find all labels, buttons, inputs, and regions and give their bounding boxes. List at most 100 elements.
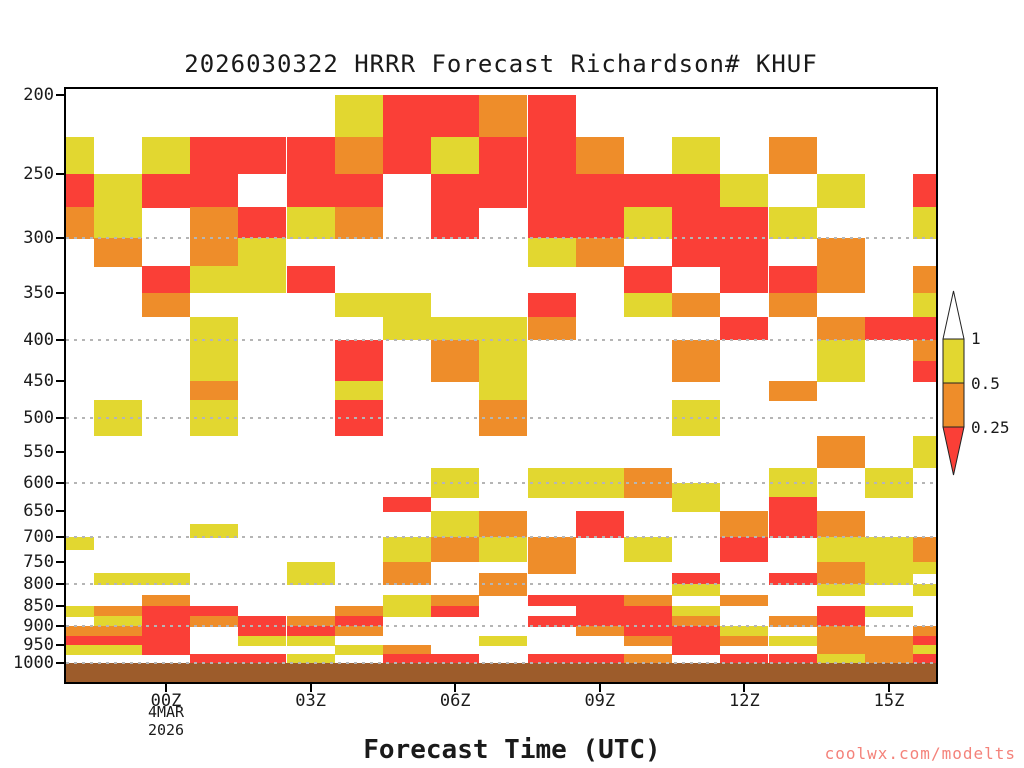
heatmap-cell — [864, 635, 914, 646]
heatmap-cell — [66, 537, 94, 551]
y-axis-label-350: 350 — [23, 282, 54, 303]
heatmap-cell — [864, 537, 914, 551]
heatmap-cell — [66, 173, 94, 208]
y-axis-label-600: 600 — [23, 472, 54, 493]
heatmap-cell — [816, 339, 865, 362]
y-axis-tick-600 — [56, 481, 64, 484]
heatmap-cell — [672, 173, 721, 208]
heatmap-cell — [575, 467, 624, 484]
heatmap-cell — [382, 549, 432, 563]
heatmap-cell — [720, 537, 769, 551]
y-axis-tick-650 — [56, 510, 64, 513]
y-axis-label-450: 450 — [23, 371, 54, 392]
heatmap-cell — [190, 173, 239, 208]
heatmap-cell — [238, 266, 287, 294]
heatmap-cell — [913, 561, 936, 574]
heatmap-cell — [190, 266, 239, 294]
heatmap-cell — [672, 292, 721, 318]
heatmap-cell — [816, 561, 865, 574]
heatmap-cell — [382, 95, 432, 138]
x-axis-label-15Z: 15Z — [873, 691, 905, 711]
heatmap-cell — [816, 615, 865, 627]
heatmap-cell — [816, 316, 865, 341]
heatmap-cell — [768, 482, 817, 498]
heatmap-cell — [864, 467, 914, 484]
heatmap-cell — [238, 207, 287, 239]
y-axis-tick-250 — [56, 172, 64, 175]
heatmap-cell — [623, 605, 673, 617]
heatmap-cell — [527, 95, 576, 138]
y-axis-label-1000: 1000 — [13, 653, 54, 674]
heatmap-cell — [527, 561, 576, 574]
heatmap-cell — [623, 537, 673, 551]
y-axis-label-250: 250 — [23, 163, 54, 184]
chart-title: 2026030322 HRRR Forecast Richardson# KHU… — [184, 50, 818, 78]
legend-arrow-bar — [942, 290, 965, 476]
heatmap-cell — [672, 238, 721, 267]
heatmap-cell — [913, 207, 936, 239]
y-axis-tick-950 — [56, 644, 64, 647]
heatmap-cell — [623, 595, 673, 607]
heatmap-cell — [93, 645, 142, 655]
pressure-gridline-700 — [66, 536, 936, 539]
heatmap-cell — [141, 292, 191, 318]
heatmap-cell — [141, 605, 191, 617]
heatmap-cell — [816, 524, 865, 538]
heatmap-cell — [141, 573, 191, 585]
heatmap-cell — [768, 573, 817, 585]
heatmap-cell — [575, 615, 624, 627]
heatmap-cell — [816, 435, 865, 453]
heatmap-cell — [768, 467, 817, 484]
heatmap-cell — [190, 654, 239, 664]
heatmap-cell — [864, 316, 914, 341]
heatmap-cell — [479, 573, 528, 585]
heatmap-cell — [816, 173, 865, 208]
heatmap-cell — [864, 482, 914, 498]
heatmap-cell — [575, 482, 624, 498]
heatmap-cell — [527, 467, 576, 484]
heatmap-cell — [334, 292, 383, 318]
heatmap-cell — [913, 635, 936, 646]
heatmap-cell — [913, 584, 936, 596]
heatmap-cell — [720, 595, 769, 607]
heatmap-cell — [913, 316, 936, 341]
x-axis-title: Forecast Time (UTC) — [363, 735, 661, 765]
heatmap-cell — [334, 381, 383, 401]
y-axis-tick-200 — [56, 94, 64, 96]
surface-terrain-band — [66, 663, 936, 682]
heatmap-cell — [479, 316, 528, 341]
watermark-link[interactable]: coolwx.com/modelts — [824, 744, 1016, 763]
heatmap-cell — [623, 482, 673, 498]
heatmap-cell — [190, 238, 239, 267]
heatmap-cell — [286, 136, 335, 175]
legend-segment-orange — [942, 382, 965, 428]
heatmap-cell — [431, 95, 480, 138]
y-axis-label-700: 700 — [23, 527, 54, 548]
heatmap-cell — [913, 339, 936, 362]
heatmap-cell — [286, 635, 335, 646]
x-axis-label-12Z: 12Z — [729, 691, 760, 711]
heatmap-cell — [913, 173, 936, 208]
heatmap-cell — [672, 635, 721, 646]
heatmap-cell — [720, 549, 769, 563]
color-scale-legend: 1 0.5 0.25 — [941, 289, 1021, 479]
heatmap-cell — [575, 511, 624, 525]
heatmap-cell — [672, 497, 721, 512]
heatmap-cell — [672, 136, 721, 175]
heatmap-cell — [575, 595, 624, 607]
heatmap-cell — [768, 654, 817, 664]
heatmap-cell — [141, 136, 191, 175]
heatmap-cell — [768, 524, 817, 538]
legend-below-range-arrow — [942, 426, 965, 476]
x-axis-tick-00Z — [165, 684, 167, 692]
heatmap-cell — [286, 625, 335, 637]
heatmap-cell — [382, 654, 432, 664]
y-axis-tick-350 — [56, 291, 64, 294]
heatmap-cell — [190, 381, 239, 401]
heatmap-cell — [141, 615, 191, 627]
heatmap-cell — [623, 549, 673, 563]
heatmap-cell — [913, 537, 936, 551]
heatmap-cell — [527, 654, 576, 664]
heatmap-cell — [431, 316, 480, 341]
heatmap-cell — [382, 595, 432, 607]
